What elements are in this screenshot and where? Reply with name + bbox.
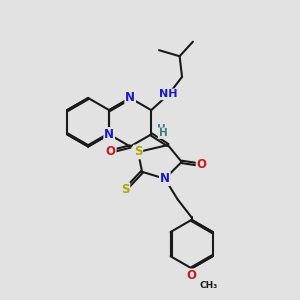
Text: N: N [125, 92, 135, 104]
Text: N: N [104, 128, 114, 141]
Text: O: O [196, 158, 206, 171]
Text: H: H [157, 124, 166, 134]
Text: O: O [187, 269, 196, 282]
Text: O: O [106, 145, 116, 158]
Text: NH: NH [159, 89, 178, 99]
Text: S: S [134, 146, 142, 158]
Text: H: H [158, 128, 167, 138]
Text: CH₃: CH₃ [199, 281, 218, 290]
Text: N: N [160, 172, 170, 185]
Text: S: S [121, 183, 130, 196]
